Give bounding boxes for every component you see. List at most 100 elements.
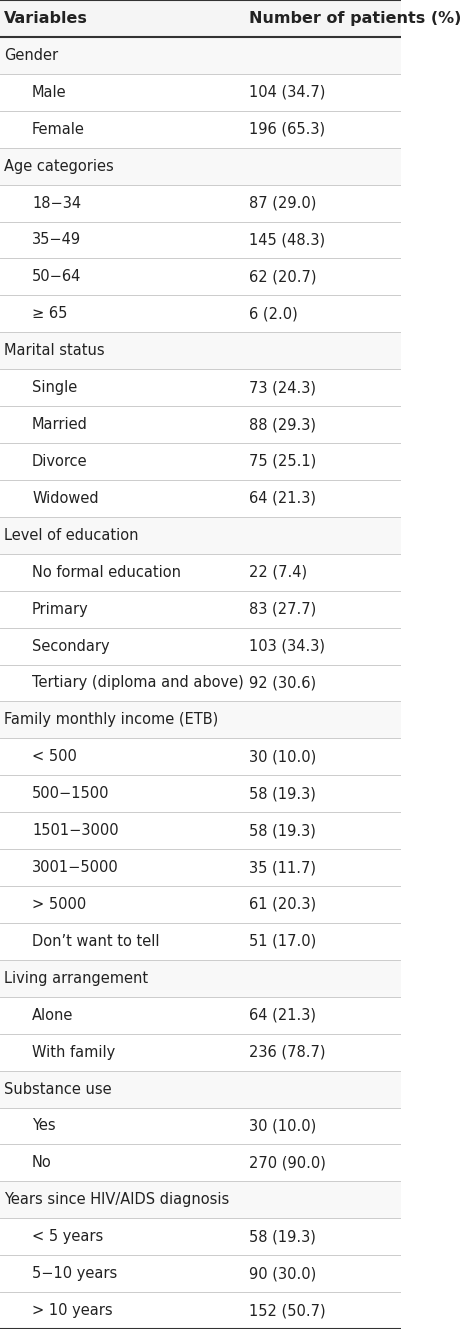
Text: 64 (21.3): 64 (21.3) — [249, 1007, 316, 1023]
Text: 1501−3000: 1501−3000 — [32, 823, 118, 839]
Text: 87 (29.0): 87 (29.0) — [249, 195, 316, 210]
Text: 50−64: 50−64 — [32, 270, 82, 284]
Text: 18−34: 18−34 — [32, 195, 81, 210]
Bar — [0, 37, 401, 74]
Bar — [0, 480, 401, 517]
Text: 75 (25.1): 75 (25.1) — [249, 455, 316, 469]
Bar — [0, 1292, 401, 1329]
Text: 35−49: 35−49 — [32, 233, 81, 247]
Text: 64 (21.3): 64 (21.3) — [249, 490, 316, 506]
Text: 62 (20.7): 62 (20.7) — [249, 270, 316, 284]
Text: Alone: Alone — [32, 1007, 73, 1023]
Text: Living arrangement: Living arrangement — [4, 970, 148, 986]
Bar — [0, 590, 401, 627]
Text: With family: With family — [32, 1045, 115, 1059]
Text: 6 (2.0): 6 (2.0) — [249, 306, 298, 322]
Bar — [0, 554, 401, 590]
Bar — [0, 332, 401, 369]
Bar — [0, 110, 401, 148]
Bar — [0, 1071, 401, 1107]
Text: Marital status: Marital status — [4, 343, 105, 359]
Text: Married: Married — [32, 417, 88, 432]
Text: 58 (19.3): 58 (19.3) — [249, 823, 316, 839]
Text: Level of education: Level of education — [4, 528, 138, 542]
Text: 83 (27.7): 83 (27.7) — [249, 602, 316, 617]
Text: Family monthly income (ETB): Family monthly income (ETB) — [4, 712, 218, 727]
Text: Yes: Yes — [32, 1119, 56, 1134]
Text: 104 (34.7): 104 (34.7) — [249, 85, 325, 100]
Text: 500−1500: 500−1500 — [32, 787, 109, 801]
Text: 92 (30.6): 92 (30.6) — [249, 675, 316, 691]
Text: 35 (11.7): 35 (11.7) — [249, 860, 316, 874]
Text: Single: Single — [32, 380, 77, 395]
Text: Male: Male — [32, 85, 67, 100]
Text: Widowed: Widowed — [32, 490, 99, 506]
Text: 145 (48.3): 145 (48.3) — [249, 233, 325, 247]
Bar — [0, 74, 401, 110]
Bar — [0, 1255, 401, 1292]
Bar — [0, 886, 401, 922]
Bar — [0, 739, 401, 775]
Bar — [0, 0, 401, 37]
Bar — [0, 997, 401, 1034]
Text: Divorce: Divorce — [32, 455, 88, 469]
Bar — [0, 148, 401, 185]
Text: 270 (90.0): 270 (90.0) — [249, 1155, 326, 1171]
Text: 30 (10.0): 30 (10.0) — [249, 1119, 316, 1134]
Text: Age categories: Age categories — [4, 158, 114, 174]
Text: > 5000: > 5000 — [32, 897, 86, 912]
Bar — [0, 922, 401, 960]
Bar — [0, 369, 401, 407]
Bar — [0, 960, 401, 997]
Text: < 5 years: < 5 years — [32, 1229, 103, 1244]
Bar — [0, 1219, 401, 1255]
Text: 3001−5000: 3001−5000 — [32, 860, 119, 874]
Text: 88 (29.3): 88 (29.3) — [249, 417, 316, 432]
Text: Substance use: Substance use — [4, 1082, 112, 1096]
Text: Don’t want to tell: Don’t want to tell — [32, 934, 160, 949]
Text: 90 (30.0): 90 (30.0) — [249, 1267, 316, 1281]
Text: Secondary: Secondary — [32, 638, 109, 654]
Bar — [0, 1181, 401, 1219]
Text: Female: Female — [32, 122, 85, 137]
Text: No: No — [32, 1155, 52, 1171]
Text: 58 (19.3): 58 (19.3) — [249, 787, 316, 801]
Text: 152 (50.7): 152 (50.7) — [249, 1302, 325, 1318]
Text: 30 (10.0): 30 (10.0) — [249, 750, 316, 764]
Text: Years since HIV/AIDS diagnosis: Years since HIV/AIDS diagnosis — [4, 1192, 229, 1207]
Bar — [0, 1144, 401, 1181]
Bar — [0, 185, 401, 222]
Text: Tertiary (diploma and above): Tertiary (diploma and above) — [32, 675, 244, 691]
Bar — [0, 443, 401, 480]
Text: Primary: Primary — [32, 602, 89, 617]
Bar — [0, 627, 401, 664]
Bar — [0, 1034, 401, 1071]
Text: 51 (17.0): 51 (17.0) — [249, 934, 316, 949]
Text: 73 (24.3): 73 (24.3) — [249, 380, 316, 395]
Bar — [0, 1107, 401, 1144]
Bar — [0, 775, 401, 812]
Text: 196 (65.3): 196 (65.3) — [249, 122, 325, 137]
Text: Gender: Gender — [4, 48, 58, 62]
Text: 5−10 years: 5−10 years — [32, 1267, 118, 1281]
Bar — [0, 258, 401, 295]
Text: < 500: < 500 — [32, 750, 77, 764]
Text: > 10 years: > 10 years — [32, 1302, 113, 1318]
Bar — [0, 812, 401, 849]
Text: 61 (20.3): 61 (20.3) — [249, 897, 316, 912]
Bar — [0, 849, 401, 886]
Text: 58 (19.3): 58 (19.3) — [249, 1229, 316, 1244]
Bar — [0, 702, 401, 739]
Text: No formal education: No formal education — [32, 565, 181, 579]
Bar — [0, 517, 401, 554]
Text: 22 (7.4): 22 (7.4) — [249, 565, 307, 579]
Text: 103 (34.3): 103 (34.3) — [249, 638, 325, 654]
Bar — [0, 222, 401, 258]
Text: 236 (78.7): 236 (78.7) — [249, 1045, 325, 1059]
Bar — [0, 407, 401, 443]
Text: Number of patients (%): Number of patients (%) — [249, 11, 461, 27]
Text: Variables: Variables — [4, 11, 88, 27]
Text: ≥ 65: ≥ 65 — [32, 306, 67, 322]
Bar — [0, 295, 401, 332]
Bar — [0, 664, 401, 702]
